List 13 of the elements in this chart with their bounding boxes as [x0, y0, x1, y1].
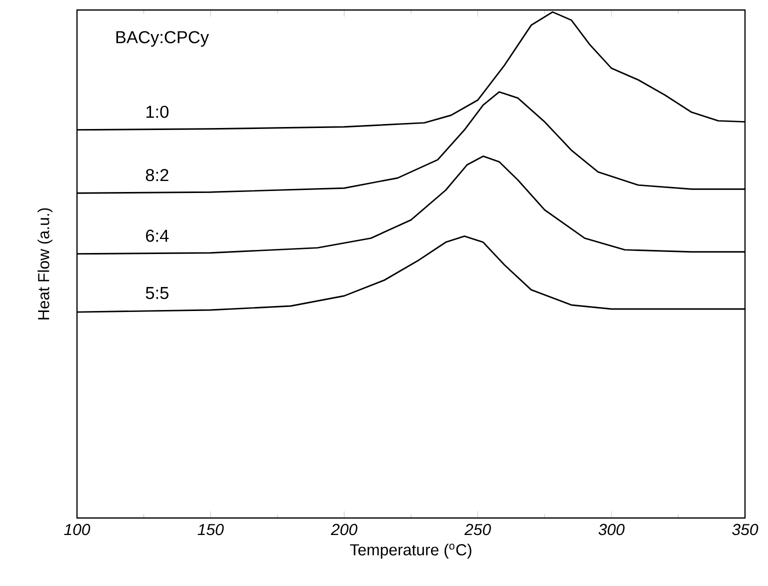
x-tick-label: 350 — [732, 524, 758, 536]
series-label: 6:4 — [146, 230, 169, 242]
y-axis-title: Heat Flow (a.u.) — [38, 208, 52, 320]
x-axis-title: Temperature ($^{o}$C) — [350, 544, 472, 559]
legend-title: BACy:CPCy — [116, 31, 209, 47]
series-label: 1:0 — [146, 106, 168, 118]
x-tick-label: 100 — [64, 524, 90, 536]
series-label: 5:5 — [146, 287, 168, 300]
x-tick-label: 300 — [598, 524, 625, 536]
series-label: 8:2 — [146, 168, 168, 182]
x-tick-label: 150 — [198, 524, 224, 536]
x-tick-label: 200 — [330, 524, 358, 536]
x-tick-label: 250 — [464, 524, 491, 536]
